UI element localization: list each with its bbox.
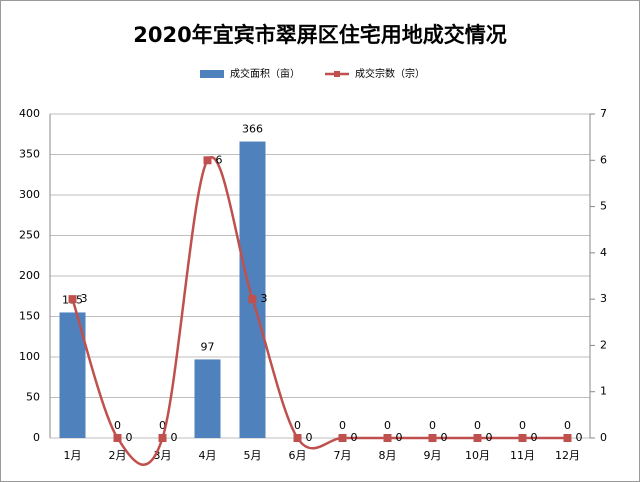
y-tick-label: 100 (19, 350, 40, 363)
y-tick-label: 400 (19, 107, 40, 120)
bar (194, 359, 221, 438)
bar-value-label: 0 (294, 419, 301, 432)
bar-value-label: 0 (384, 419, 391, 432)
legend-label: 成交宗数（宗） (355, 67, 425, 80)
line-marker (68, 295, 77, 304)
line-marker (338, 434, 347, 442)
y2-tick-label: 2 (600, 338, 607, 351)
line-marker (293, 434, 302, 442)
y-tick-label: 0 (33, 431, 40, 444)
line-value-label: 0 (171, 431, 178, 444)
y-tick-label: 50 (26, 391, 40, 404)
line-value-label: 0 (531, 431, 538, 444)
bar-value-label: 0 (564, 419, 571, 432)
line-marker (248, 295, 257, 304)
line-value-label: 0 (441, 431, 448, 444)
y-tick-label: 200 (19, 269, 40, 282)
y2-tick-label: 0 (600, 431, 607, 444)
y-tick-label: 350 (19, 148, 40, 161)
bar-value-label: 0 (519, 419, 526, 432)
bar-value-label: 0 (339, 419, 346, 432)
line-marker (518, 434, 527, 442)
y2-tick-label: 4 (600, 246, 607, 259)
bar (239, 141, 266, 439)
legend-label: 成交面积（亩） (230, 67, 300, 80)
line-value-label: 0 (396, 431, 403, 444)
line (71, 156, 568, 466)
line-value-label: 6 (216, 153, 223, 166)
bar-value-label: 366 (242, 123, 263, 136)
line-value-label: 3 (81, 292, 88, 305)
x-tick-label: 12月 (555, 449, 580, 462)
y2-tick-label: 1 (600, 385, 607, 398)
bar-value-label: 97 (201, 340, 215, 353)
line-marker (563, 434, 572, 442)
x-tick-label: 1月 (64, 449, 82, 462)
line-marker (158, 434, 167, 442)
legend-swatch (334, 71, 340, 77)
y-tick-label: 250 (19, 229, 40, 242)
line-marker (428, 434, 437, 442)
x-tick-label: 2月 (109, 449, 127, 462)
line-marker (203, 156, 212, 165)
line-marker (383, 434, 392, 442)
bar-value-label: 0 (114, 419, 121, 432)
y2-tick-label: 7 (600, 107, 607, 120)
x-tick-label: 8月 (379, 449, 397, 462)
line-value-label: 0 (351, 431, 358, 444)
y2-tick-label: 6 (600, 153, 607, 166)
bar-value-label: 0 (429, 419, 436, 432)
line-value-label: 0 (576, 431, 583, 444)
x-tick-label: 6月 (289, 449, 307, 462)
chart-title: 2020年宜宾市翠屏区住宅用地成交情况 (133, 23, 506, 47)
line-marker (473, 434, 482, 442)
line-marker (113, 434, 122, 442)
x-tick-label: 9月 (424, 449, 442, 462)
x-tick-label: 7月 (334, 449, 352, 462)
line-value-label: 0 (486, 431, 493, 444)
x-tick-label: 5月 (244, 449, 262, 462)
x-tick-label: 11月 (510, 449, 535, 462)
line-value-label: 0 (126, 431, 133, 444)
x-tick-label: 10月 (465, 449, 490, 462)
legend-swatch (200, 70, 224, 78)
y2-tick-label: 3 (600, 292, 607, 305)
bar-value-label: 0 (474, 419, 481, 432)
line-value-label: 3 (261, 292, 268, 305)
x-tick-label: 4月 (199, 449, 217, 462)
y-tick-label: 300 (19, 188, 40, 201)
y2-tick-label: 5 (600, 200, 607, 213)
bar-value-label: 0 (159, 419, 166, 432)
line-value-label: 0 (306, 431, 313, 444)
y-tick-label: 150 (19, 310, 40, 323)
